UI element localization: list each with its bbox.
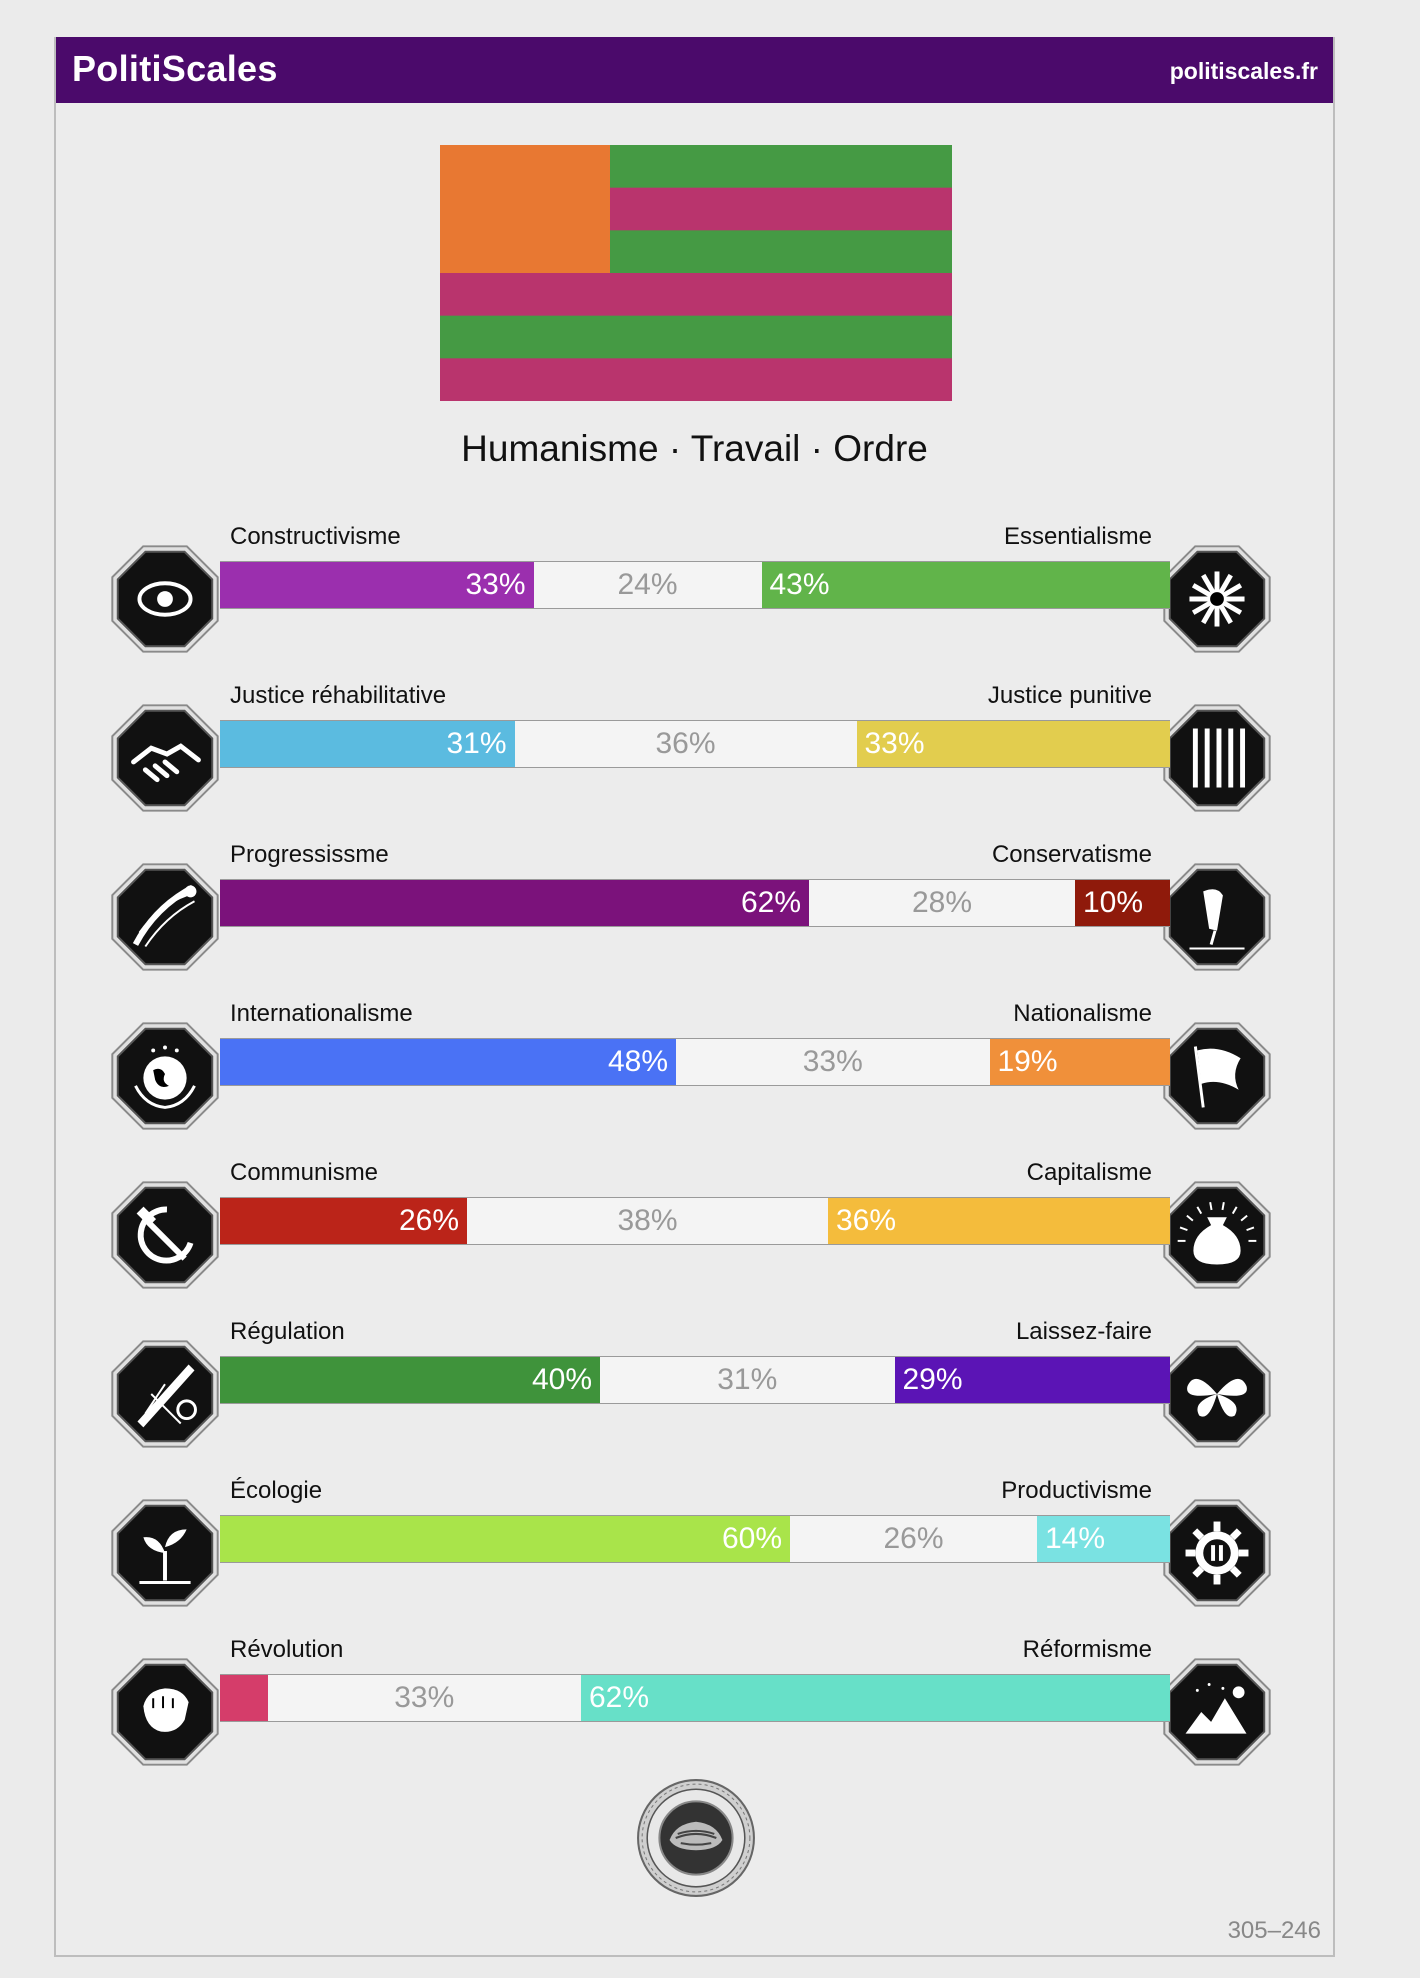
axis-right-label: Réformisme [1022, 1636, 1152, 1663]
landscape-icon [1163, 1658, 1271, 1766]
axis-left-segment: 33% [220, 562, 534, 608]
results-card: PolitiScales politiscales.fr Humanisme ·… [54, 37, 1335, 1957]
axis-bar: 60% 26% 14% [220, 1515, 1170, 1563]
axis-left-segment: 31% [220, 721, 515, 767]
hammer-sickle-icon [111, 1181, 219, 1289]
axis-right-segment: 14% [1037, 1516, 1170, 1562]
sprout-icon [111, 1499, 219, 1607]
axis-left-label: Progressissme [230, 841, 389, 868]
axis-row: Constructivisme Essentialisme 33% 24% 43… [106, 518, 1276, 653]
axis-left-label: Régulation [230, 1318, 345, 1345]
globe-icon [111, 1022, 219, 1130]
axis-right-label: Conservatisme [991, 841, 1152, 868]
axis-left-label: Révolution [230, 1636, 344, 1663]
ruler-icon [111, 1340, 219, 1448]
motto-slogan: Humanisme · Travail · Ordre [461, 428, 928, 469]
axis-bar: 33% 24% 43% [220, 561, 1170, 609]
axis-left-label: Constructivisme [230, 523, 401, 550]
result-flag [440, 145, 952, 401]
header: PolitiScales politiscales.fr [56, 37, 1333, 103]
axis-right-label: Essentialisme [1003, 523, 1152, 550]
axis-middle-segment: 31% [600, 1357, 895, 1403]
axis-middle-segment: 28% [809, 880, 1075, 926]
butterfly-icon [1163, 1340, 1271, 1448]
axis-left-label: Écologie [230, 1477, 323, 1504]
axis-row: Progressissme Conservatisme 62% 28% 10% [106, 836, 1276, 971]
axis-right-segment: 43% [761, 562, 1170, 608]
axis-bar: 26% 38% 36% [220, 1197, 1170, 1245]
axis-left-segment: 26% [220, 1198, 467, 1244]
axis-right-label: Justice punitive [987, 682, 1152, 709]
axis-bar: 40% 31% 29% [220, 1356, 1170, 1404]
axis-right-segment: 19% [989, 1039, 1170, 1085]
axis-row: Écologie Productivisme 60% 26% 14% [106, 1472, 1276, 1607]
axis-middle-segment: 33% [267, 1675, 581, 1721]
fist-icon [111, 1658, 219, 1766]
comet-icon [111, 863, 219, 971]
axis-right-label: Productivisme [1001, 1477, 1152, 1504]
result-code: 305–246 [1227, 1917, 1321, 1944]
axis-right-segment: 62% [581, 1675, 1170, 1721]
handshake-icon [111, 704, 219, 812]
axis-bar: 48% 33% 19% [220, 1038, 1170, 1086]
axis-left-label: Communisme [230, 1159, 379, 1186]
flower-icon [1163, 545, 1271, 653]
brand-title[interactable]: PolitiScales [72, 48, 278, 89]
axis-left-segment: 40% [220, 1357, 600, 1403]
axis-left-segment: 60% [220, 1516, 790, 1562]
axis-row: Communisme Capitalisme 26% 38% 36% [106, 1154, 1276, 1289]
axis-left-segment: 48% [220, 1039, 676, 1085]
axis-bar: 33% 62% [220, 1674, 1170, 1722]
axis-row: Révolution Réformisme 33% 62% [106, 1631, 1276, 1766]
axis-bar: 31% 36% 33% [220, 720, 1170, 768]
prison-bars-icon [1163, 704, 1271, 812]
money-bag-icon [1163, 1181, 1271, 1289]
axis-middle-segment: 36% [514, 721, 857, 767]
axis-left-segment [220, 1675, 268, 1721]
flag-stripe [440, 273, 952, 317]
axis-middle-segment: 33% [676, 1039, 990, 1085]
flag-icon [1163, 1022, 1271, 1130]
axis-middle-segment: 24% [533, 562, 762, 608]
axis-right-label: Capitalisme [1026, 1159, 1152, 1186]
axis-bar: 62% 28% 10% [220, 879, 1170, 927]
axis-middle-segment: 38% [467, 1198, 828, 1244]
axis-right-segment: 36% [828, 1198, 1170, 1244]
flag-stripe [440, 358, 952, 401]
axis-left-segment: 62% [220, 880, 809, 926]
seal-icon [637, 1779, 755, 1897]
axis-left-label: Justice réhabilitative [230, 682, 447, 709]
axis-right-label: Nationalisme [1013, 1000, 1152, 1027]
axis-right-segment: 10% [1075, 880, 1170, 926]
eye-icon [111, 545, 219, 653]
gear-icon [1163, 1499, 1271, 1607]
axis-row: Régulation Laissez-faire 40% 31% 29% [106, 1313, 1276, 1448]
axis-right-label: Laissez-faire [1015, 1318, 1152, 1345]
site-link[interactable]: politiscales.fr [1169, 58, 1318, 84]
axis-right-segment: 33% [856, 721, 1170, 767]
axis-left-label: Internationalisme [230, 1000, 413, 1027]
axis-middle-segment: 26% [790, 1516, 1037, 1562]
axis-right-segment: 29% [894, 1357, 1170, 1403]
flag-stripe [440, 315, 952, 359]
axis-row: Justice réhabilitative Justice punitive … [106, 677, 1276, 812]
quill-icon [1163, 863, 1271, 971]
flag-canton [440, 145, 610, 273]
axis-row: Internationalisme Nationalisme 48% 33% 1… [106, 995, 1276, 1130]
